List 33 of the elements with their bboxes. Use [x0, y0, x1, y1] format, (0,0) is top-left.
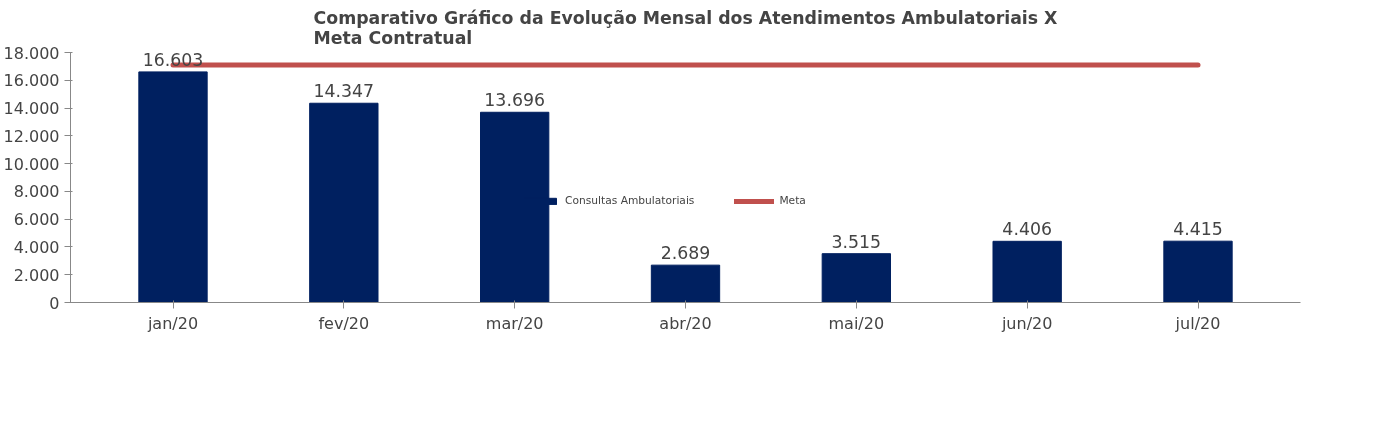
x-tick-label: mai/20: [828, 313, 885, 333]
legend-label: Consultas Ambulatoriais: [565, 194, 695, 207]
bar: [650, 264, 721, 303]
y-tick-label: 16.000: [3, 71, 60, 91]
x-tick-label: jul/20: [1174, 313, 1221, 333]
bar: [1163, 240, 1233, 303]
y-tick-label: 18.000: [3, 43, 60, 63]
data-label: 4.406: [1002, 219, 1052, 240]
y-tick-label: 0: [49, 293, 60, 313]
y-tick-label: 2.000: [13, 265, 60, 285]
bar: [138, 71, 208, 303]
bar: [309, 102, 379, 303]
y-tick-label: 4.000: [13, 237, 60, 257]
legend-label: Meta: [779, 194, 806, 207]
data-label: 16.603: [142, 49, 204, 70]
x-tick-label: mar/20: [485, 313, 544, 333]
data-label: 4.415: [1173, 219, 1223, 240]
y-tick-label: 8.000: [13, 182, 60, 202]
y-tick-label: 10.000: [3, 154, 60, 174]
x-tick-label: fev/20: [318, 313, 370, 333]
x-tick-label: jun/20: [1000, 313, 1053, 333]
data-label: 2.689: [660, 243, 711, 264]
data-label: 3.515: [831, 231, 882, 252]
bar: [821, 253, 891, 303]
data-label: 13.696: [484, 90, 545, 111]
x-tick-label: abr/20: [659, 313, 712, 333]
x-tick-label: jan/20: [146, 313, 199, 333]
chart-title: Comparativo Gráfico da Evolução Mensal dos Atendimentos Ambulatoriais X Meta Contratual: [313, 7, 1059, 48]
bar: [992, 240, 1062, 303]
y-tick-label: 6.000: [13, 210, 60, 230]
y-tick-label: 14.000: [3, 99, 60, 119]
y-tick-label: 12.000: [3, 126, 60, 146]
data-label: 14.347: [313, 81, 375, 102]
